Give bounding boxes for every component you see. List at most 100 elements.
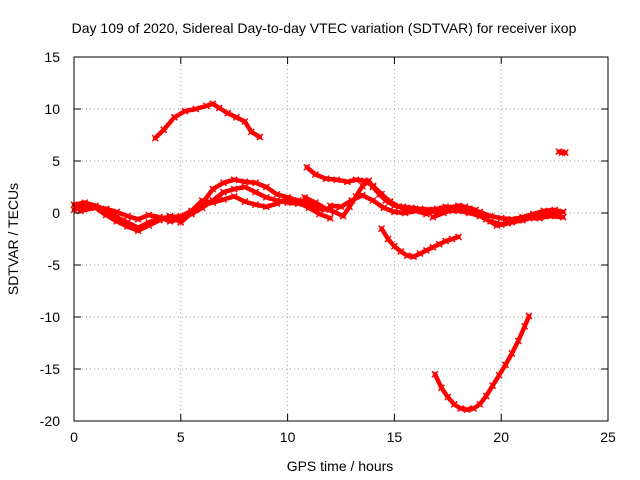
data-point xyxy=(145,221,153,230)
x-tick-label: 20 xyxy=(493,429,509,445)
data-point xyxy=(486,217,495,225)
data-point xyxy=(365,177,373,185)
data-point xyxy=(187,209,196,217)
data-point xyxy=(224,109,232,117)
data-point xyxy=(230,192,238,200)
data-point xyxy=(177,218,185,226)
data-point xyxy=(262,183,270,191)
data-point xyxy=(209,199,217,207)
data-point xyxy=(241,117,249,126)
data-point xyxy=(311,199,319,207)
data-point xyxy=(294,196,302,205)
data-point xyxy=(465,209,473,217)
data-point xyxy=(273,190,281,198)
data-point xyxy=(525,312,533,320)
data-point xyxy=(331,208,339,216)
data-point xyxy=(469,404,477,413)
data-point xyxy=(472,206,480,214)
data-point xyxy=(450,400,458,408)
data-point xyxy=(454,233,463,241)
y-tick-label: -20 xyxy=(40,413,60,429)
data-point xyxy=(81,199,89,207)
data-point xyxy=(230,185,238,193)
data-point xyxy=(382,196,390,205)
data-point xyxy=(252,201,260,209)
data-point xyxy=(256,133,264,141)
data-point xyxy=(384,235,392,243)
data-point xyxy=(113,217,121,225)
data-point xyxy=(215,104,223,112)
data-point xyxy=(448,235,456,243)
data-point xyxy=(540,211,548,219)
data-point xyxy=(333,176,341,184)
data-point xyxy=(219,179,228,187)
data-series xyxy=(70,100,569,414)
data-point xyxy=(422,210,430,218)
x-tick-label: 0 xyxy=(70,429,78,445)
data-point xyxy=(326,202,334,210)
data-point xyxy=(444,393,452,401)
data-point xyxy=(284,193,292,201)
data-point xyxy=(209,185,217,193)
data-point xyxy=(482,392,490,400)
series-line xyxy=(432,313,532,412)
data-point xyxy=(399,203,407,211)
data-point xyxy=(252,188,260,196)
data-point xyxy=(160,126,168,134)
data-point xyxy=(412,207,420,215)
data-point xyxy=(155,216,163,224)
data-point xyxy=(403,252,411,260)
data-point xyxy=(519,216,527,224)
series-arc-12 xyxy=(555,148,569,157)
data-point xyxy=(123,222,131,231)
data-point xyxy=(457,404,465,413)
data-point xyxy=(202,102,210,110)
data-point xyxy=(476,400,484,408)
data-point xyxy=(262,193,270,201)
data-point xyxy=(433,208,441,216)
data-point xyxy=(303,163,311,171)
data-point xyxy=(134,215,142,223)
data-point xyxy=(337,203,345,211)
data-point xyxy=(305,204,313,212)
data-point xyxy=(497,214,505,222)
data-point xyxy=(343,178,351,186)
data-point xyxy=(311,170,319,179)
x-tick-label: 25 xyxy=(600,429,616,445)
series-arc-9 xyxy=(433,207,567,228)
chart-title: Day 109 of 2020, Sidereal Day-to-day VTE… xyxy=(72,20,577,36)
data-point xyxy=(166,212,174,220)
data-point xyxy=(102,211,110,219)
data-point xyxy=(358,191,366,199)
data-point xyxy=(348,196,356,205)
y-tick-label: -5 xyxy=(48,257,61,273)
data-point xyxy=(397,247,405,256)
data-point xyxy=(241,178,249,186)
data-point xyxy=(497,220,505,228)
data-point xyxy=(489,382,497,390)
data-point xyxy=(390,208,398,216)
data-point xyxy=(461,203,469,211)
data-point xyxy=(410,253,418,261)
data-point xyxy=(252,179,260,187)
data-point xyxy=(551,209,559,217)
data-point xyxy=(463,406,471,414)
data-point xyxy=(476,212,484,220)
data-point xyxy=(508,218,516,226)
data-point xyxy=(352,176,360,184)
data-point xyxy=(322,175,330,183)
data-point xyxy=(501,361,510,369)
data-point xyxy=(151,134,159,142)
data-point xyxy=(262,203,270,211)
data-point xyxy=(301,193,309,201)
grid xyxy=(74,57,608,421)
plot-frame xyxy=(73,56,609,422)
data-point xyxy=(429,243,437,251)
data-point xyxy=(232,113,240,121)
data-point xyxy=(437,384,445,392)
y-tick-label: 15 xyxy=(44,49,60,65)
y-axis-title: SDTVAR / TECUs xyxy=(5,183,21,295)
data-point xyxy=(435,240,443,248)
data-point xyxy=(508,349,516,357)
data-point xyxy=(91,204,99,212)
